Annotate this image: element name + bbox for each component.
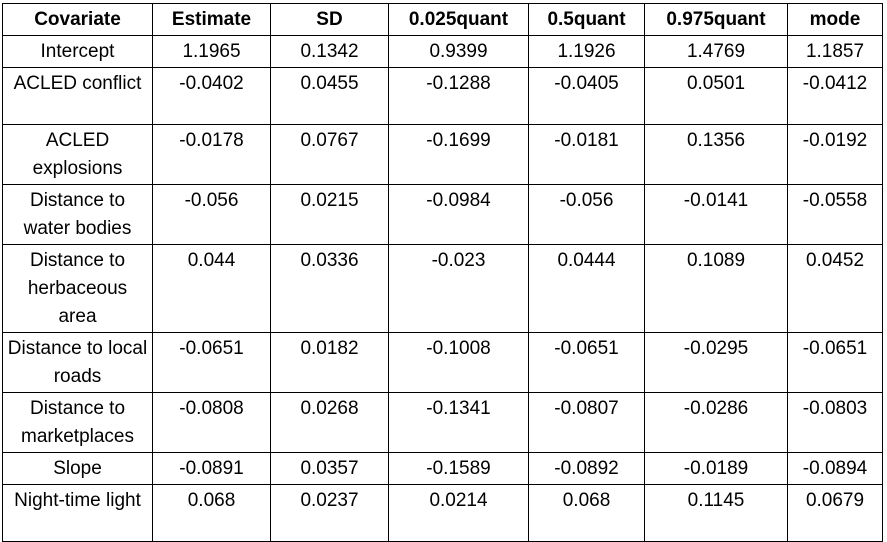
sd-cell: 0.0237 [270,484,389,542]
q05-cell: -0.0892 [528,452,645,485]
q05-cell: 1.1926 [528,35,645,68]
mode-cell: 1.1857 [787,35,883,68]
header-0025quant: 0.025quant [388,3,529,36]
table-row: Distance to herbaceous area 0.044 0.0336… [2,244,883,333]
estimate-cell: -0.0808 [152,392,271,453]
mode-cell: 0.0452 [787,244,883,333]
q05-cell: -0.0807 [528,392,645,453]
estimate-cell: -0.0891 [152,452,271,485]
q975-cell: -0.0295 [644,332,788,393]
q025-cell: 0.9399 [388,35,529,68]
table-row: Intercept 1.1965 0.1342 0.9399 1.1926 1.… [2,35,883,68]
header-mode: mode [787,3,883,36]
estimate-cell: -0.0402 [152,67,271,125]
estimate-cell: -0.0651 [152,332,271,393]
covariate-cell: ACLED conflict [2,67,153,125]
mode-cell: -0.0803 [787,392,883,453]
sd-cell: 0.0455 [270,67,389,125]
covariate-cell: Distance to herbaceous area [2,244,153,333]
header-05quant: 0.5quant [528,3,645,36]
estimate-cell: -0.056 [152,184,271,245]
table-row: Distance to local roads -0.0651 0.0182 -… [2,332,883,393]
q05-cell: -0.056 [528,184,645,245]
table-row: ACLED explosions -0.0178 0.0767 -0.1699 … [2,124,883,185]
q05-cell: 0.068 [528,484,645,542]
covariate-cell: ACLED explosions [2,124,153,185]
estimate-cell: 0.044 [152,244,271,333]
header-estimate: Estimate [152,3,271,36]
q025-cell: -0.0984 [388,184,529,245]
covariate-cell: Intercept [2,35,153,68]
sd-cell: 0.0357 [270,452,389,485]
q975-cell: 0.1089 [644,244,788,333]
header-covariate: Covariate [2,3,153,36]
q025-cell: -0.1008 [388,332,529,393]
sd-cell: 0.1342 [270,35,389,68]
sd-cell: 0.0336 [270,244,389,333]
q05-cell: -0.0651 [528,332,645,393]
mode-cell: -0.0558 [787,184,883,245]
q025-cell: -0.1699 [388,124,529,185]
q05-cell: -0.0181 [528,124,645,185]
mode-cell: -0.0651 [787,332,883,393]
q975-cell: 0.0501 [644,67,788,125]
q025-cell: -0.1288 [388,67,529,125]
q05-cell: -0.0405 [528,67,645,125]
sd-cell: 0.0182 [270,332,389,393]
q025-cell: -0.1589 [388,452,529,485]
estimate-cell: 1.1965 [152,35,271,68]
q975-cell: -0.0141 [644,184,788,245]
covariate-estimates-table: Covariate Estimate SD 0.025quant 0.5quan… [2,3,883,542]
q975-cell: -0.0189 [644,452,788,485]
covariate-cell: Night-time light [2,484,153,542]
header-0975quant: 0.975quant [644,3,788,36]
q025-cell: 0.0214 [388,484,529,542]
mode-cell: -0.0894 [787,452,883,485]
header-row: Covariate Estimate SD 0.025quant 0.5quan… [2,3,883,36]
q025-cell: -0.1341 [388,392,529,453]
q975-cell: 0.1145 [644,484,788,542]
sd-cell: 0.0215 [270,184,389,245]
q025-cell: -0.023 [388,244,529,333]
mode-cell: -0.0412 [787,67,883,125]
estimate-cell: 0.068 [152,484,271,542]
table-row: Distance to marketplaces -0.0808 0.0268 … [2,392,883,453]
sd-cell: 0.0767 [270,124,389,185]
q975-cell: 0.1356 [644,124,788,185]
q975-cell: -0.0286 [644,392,788,453]
table-row: ACLED conflict -0.0402 0.0455 -0.1288 -0… [2,67,883,125]
table-row: Slope -0.0891 0.0357 -0.1589 -0.0892 -0.… [2,452,883,485]
covariate-cell: Distance to local roads [2,332,153,393]
q05-cell: 0.0444 [528,244,645,333]
covariate-cell: Distance to marketplaces [2,392,153,453]
estimate-cell: -0.0178 [152,124,271,185]
table-row: Night-time light 0.068 0.0237 0.0214 0.0… [2,484,883,542]
mode-cell: 0.0679 [787,484,883,542]
covariate-cell: Distance to water bodies [2,184,153,245]
header-sd: SD [270,3,389,36]
sd-cell: 0.0268 [270,392,389,453]
covariate-cell: Slope [2,452,153,485]
q975-cell: 1.4769 [644,35,788,68]
table-row: Distance to water bodies -0.056 0.0215 -… [2,184,883,245]
mode-cell: -0.0192 [787,124,883,185]
